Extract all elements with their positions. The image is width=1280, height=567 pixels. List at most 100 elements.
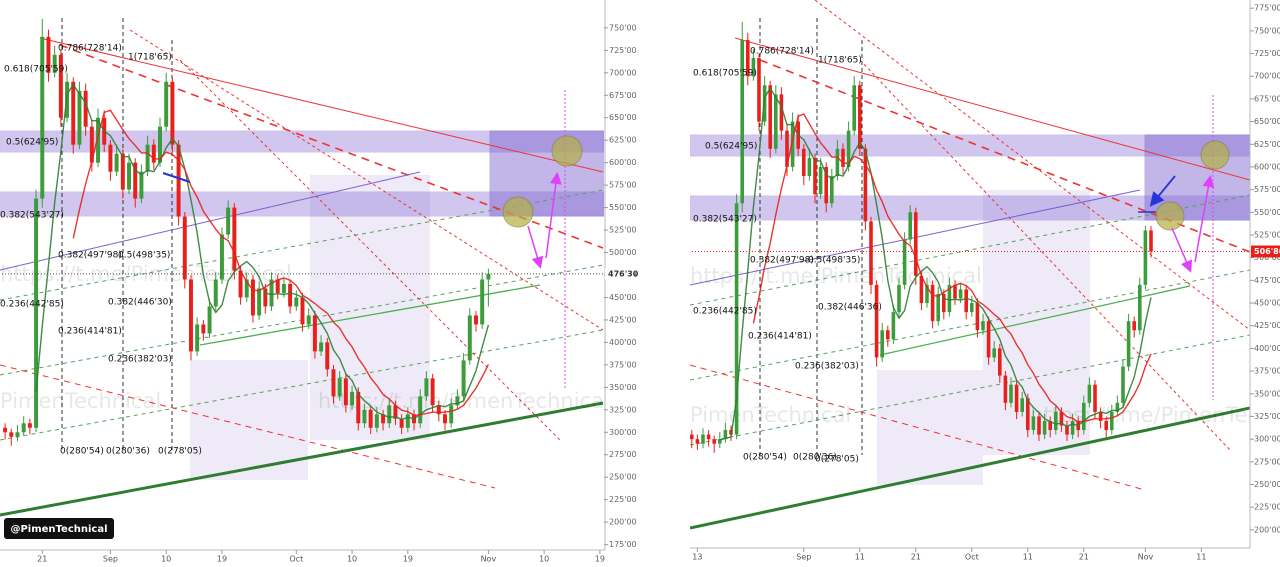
shade bbox=[877, 370, 983, 485]
fib-label: 0.5(624'95) bbox=[6, 138, 58, 148]
candle-body bbox=[176, 144, 181, 217]
candle-body bbox=[1098, 411, 1103, 421]
moving-average bbox=[35, 83, 490, 421]
candle-body bbox=[914, 212, 918, 276]
candle-body bbox=[858, 85, 862, 149]
candle-body bbox=[863, 148, 868, 222]
candle-body bbox=[723, 430, 728, 440]
fib-label: 0.618(705'59) bbox=[4, 65, 68, 75]
candle-body bbox=[1104, 420, 1108, 431]
y-tick-label: 775'00 bbox=[1254, 4, 1280, 13]
y-tick-label: 325'00 bbox=[1254, 412, 1280, 421]
trendline bbox=[39, 37, 604, 173]
candle-body bbox=[387, 405, 392, 424]
moving-average bbox=[752, 113, 1152, 423]
candle-body bbox=[281, 283, 286, 293]
fib-label: 0(280'36) bbox=[106, 447, 150, 457]
candle-body bbox=[1009, 384, 1013, 403]
fib-label: 0.5(498'35) bbox=[118, 251, 170, 261]
y-tick-label: 600'00 bbox=[1254, 162, 1280, 171]
candle-body bbox=[757, 58, 761, 122]
y-tick-label: 525'00 bbox=[1254, 230, 1280, 239]
arrow bbox=[1149, 175, 1176, 207]
y-tick-label: 400'00 bbox=[609, 338, 637, 347]
support-line bbox=[690, 406, 1250, 530]
candle-body bbox=[27, 423, 32, 428]
candle-body bbox=[936, 293, 940, 322]
y-tick-label: 625'00 bbox=[609, 136, 637, 145]
x-tick-label: Oct bbox=[289, 555, 303, 564]
candle-body bbox=[213, 279, 218, 307]
moving-average bbox=[72, 109, 490, 417]
candle-body bbox=[343, 378, 348, 406]
y-tick-label: 400'00 bbox=[1254, 344, 1280, 353]
candle-body bbox=[712, 439, 716, 444]
candle-body bbox=[768, 85, 772, 149]
candle-body bbox=[1026, 398, 1030, 431]
arrow bbox=[545, 172, 562, 259]
candle-body bbox=[77, 90, 82, 145]
y-tick-label: 650'00 bbox=[1254, 117, 1280, 126]
fib-label: 0.382(446'36) bbox=[818, 303, 882, 313]
arrow bbox=[527, 225, 544, 269]
candle-body bbox=[1138, 284, 1142, 331]
y-tick-label: 225'00 bbox=[1254, 503, 1280, 512]
x-tick-label: Nov bbox=[481, 555, 497, 564]
zone bbox=[690, 134, 1250, 157]
candle-body bbox=[83, 90, 88, 127]
candle-body bbox=[1048, 420, 1052, 431]
candle-body bbox=[195, 324, 200, 352]
candle-body bbox=[114, 153, 119, 172]
candle-body bbox=[368, 409, 373, 428]
candle-body bbox=[746, 39, 750, 77]
candle-body bbox=[1003, 375, 1008, 403]
candle-body bbox=[690, 434, 694, 440]
fib-label: 0.236(442'85) bbox=[693, 307, 757, 317]
price-box bbox=[1251, 245, 1280, 258]
candle-body bbox=[835, 148, 840, 177]
candle-body bbox=[207, 306, 212, 334]
y-tick-label: 575'00 bbox=[1254, 185, 1280, 194]
fib-label: 0.236(382'03) bbox=[108, 355, 172, 365]
x-tick-label: 21 bbox=[37, 555, 47, 564]
y-tick-label: 625'00 bbox=[1254, 140, 1280, 149]
candle-body bbox=[306, 315, 311, 325]
y-tick-label: 650'00 bbox=[609, 113, 637, 122]
y-tick-label: 425'00 bbox=[1254, 321, 1280, 330]
watermark: PimenTechnical bbox=[690, 403, 851, 427]
candle-body bbox=[145, 144, 150, 172]
candles: 0.786(728'14) 1(718'65) 0.618(705'59) 0.5(6… bbox=[0, 18, 603, 457]
plot-right: https://t.me/PimenTechnical PimenTechnica… bbox=[690, 0, 1250, 530]
candle-body bbox=[1031, 416, 1036, 431]
candle-body bbox=[399, 418, 404, 428]
candle-body bbox=[269, 279, 274, 307]
candle-body bbox=[170, 81, 175, 145]
price-label: 506'80 bbox=[1254, 247, 1280, 256]
candle-body bbox=[1115, 402, 1120, 412]
candle-body bbox=[813, 157, 817, 195]
candle-body bbox=[300, 297, 305, 325]
y-tick-label: 450'00 bbox=[609, 293, 637, 302]
watermark: PimenTechnical bbox=[0, 389, 161, 413]
fib-label: 0(280'54) bbox=[60, 447, 104, 457]
candle-body bbox=[785, 130, 789, 167]
candle-body bbox=[58, 54, 63, 118]
candle-body bbox=[325, 342, 330, 370]
candle-body bbox=[975, 303, 980, 331]
candle-body bbox=[151, 144, 156, 163]
price-label: 476'30 bbox=[608, 269, 639, 278]
candle-body bbox=[942, 293, 946, 313]
candle-body bbox=[15, 432, 20, 437]
price-box bbox=[605, 267, 635, 280]
candle-body bbox=[443, 414, 447, 424]
candle-body bbox=[1149, 230, 1153, 252]
candle-body bbox=[841, 148, 845, 167]
candle-body bbox=[96, 117, 101, 163]
fib-label: 0.382(446'30) bbox=[108, 298, 172, 308]
trendline bbox=[734, 37, 1250, 181]
candle-body bbox=[706, 434, 711, 440]
candle-body bbox=[958, 289, 963, 299]
candle-body bbox=[1042, 420, 1047, 435]
candle-body bbox=[275, 279, 280, 293]
